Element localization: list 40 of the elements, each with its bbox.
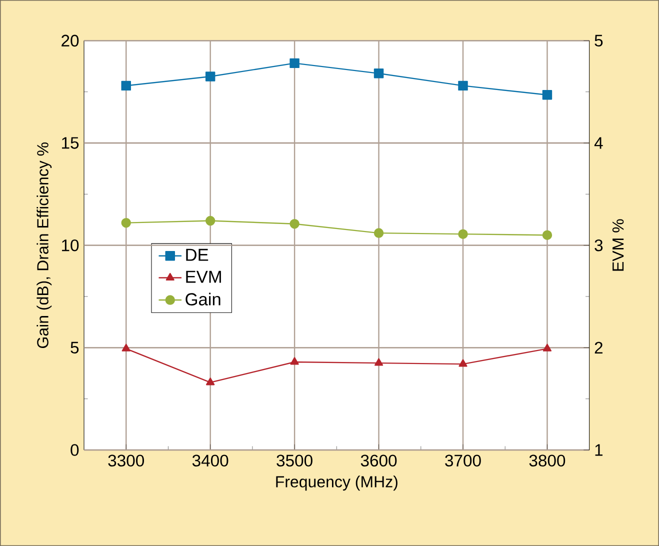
point [205,216,216,226]
y2-tick-label: 2 [594,342,602,354]
point [374,68,384,78]
x-tick-label: 3400 [192,454,228,467]
y-tick-label: 5 [70,342,79,354]
x-tick-label: 3500 [276,454,312,467]
y-tick-label: 0 [70,444,79,456]
x-tick-label: 3600 [360,454,397,467]
legend-label: DE [186,248,208,261]
point [122,344,130,352]
point [121,218,131,228]
y-axis-title: Gain (dB), Drain Efficiency % [36,142,52,348]
point [206,378,215,386]
legend-label: EVM [186,270,221,283]
point [374,228,384,238]
y2-axis-title: EVM % [612,219,624,271]
x-axis-title: Frequency (MHz) [276,476,398,491]
point [458,80,468,91]
point [290,218,300,229]
point [458,359,468,367]
point [542,90,552,100]
y2-tick-label: 3 [594,239,603,252]
point [290,357,299,365]
x-tick-label: 3300 [108,454,144,467]
point [121,80,131,91]
y-tick-label: 15 [62,137,79,149]
point [542,230,552,240]
y2-tick-label: 5 [594,34,603,46]
point [290,58,300,68]
y2-tick-label: 1 [595,444,602,456]
point [374,358,384,366]
legend-label: Gain [186,292,220,306]
x-tick-label: 3800 [529,454,566,467]
point [205,72,216,82]
point [458,229,468,239]
y-tick-label: 10 [62,239,79,252]
y-tick-label: 20 [62,34,79,47]
x-tick-label: 3700 [445,454,481,467]
y2-tick-label: 4 [594,137,603,149]
point [542,344,552,352]
